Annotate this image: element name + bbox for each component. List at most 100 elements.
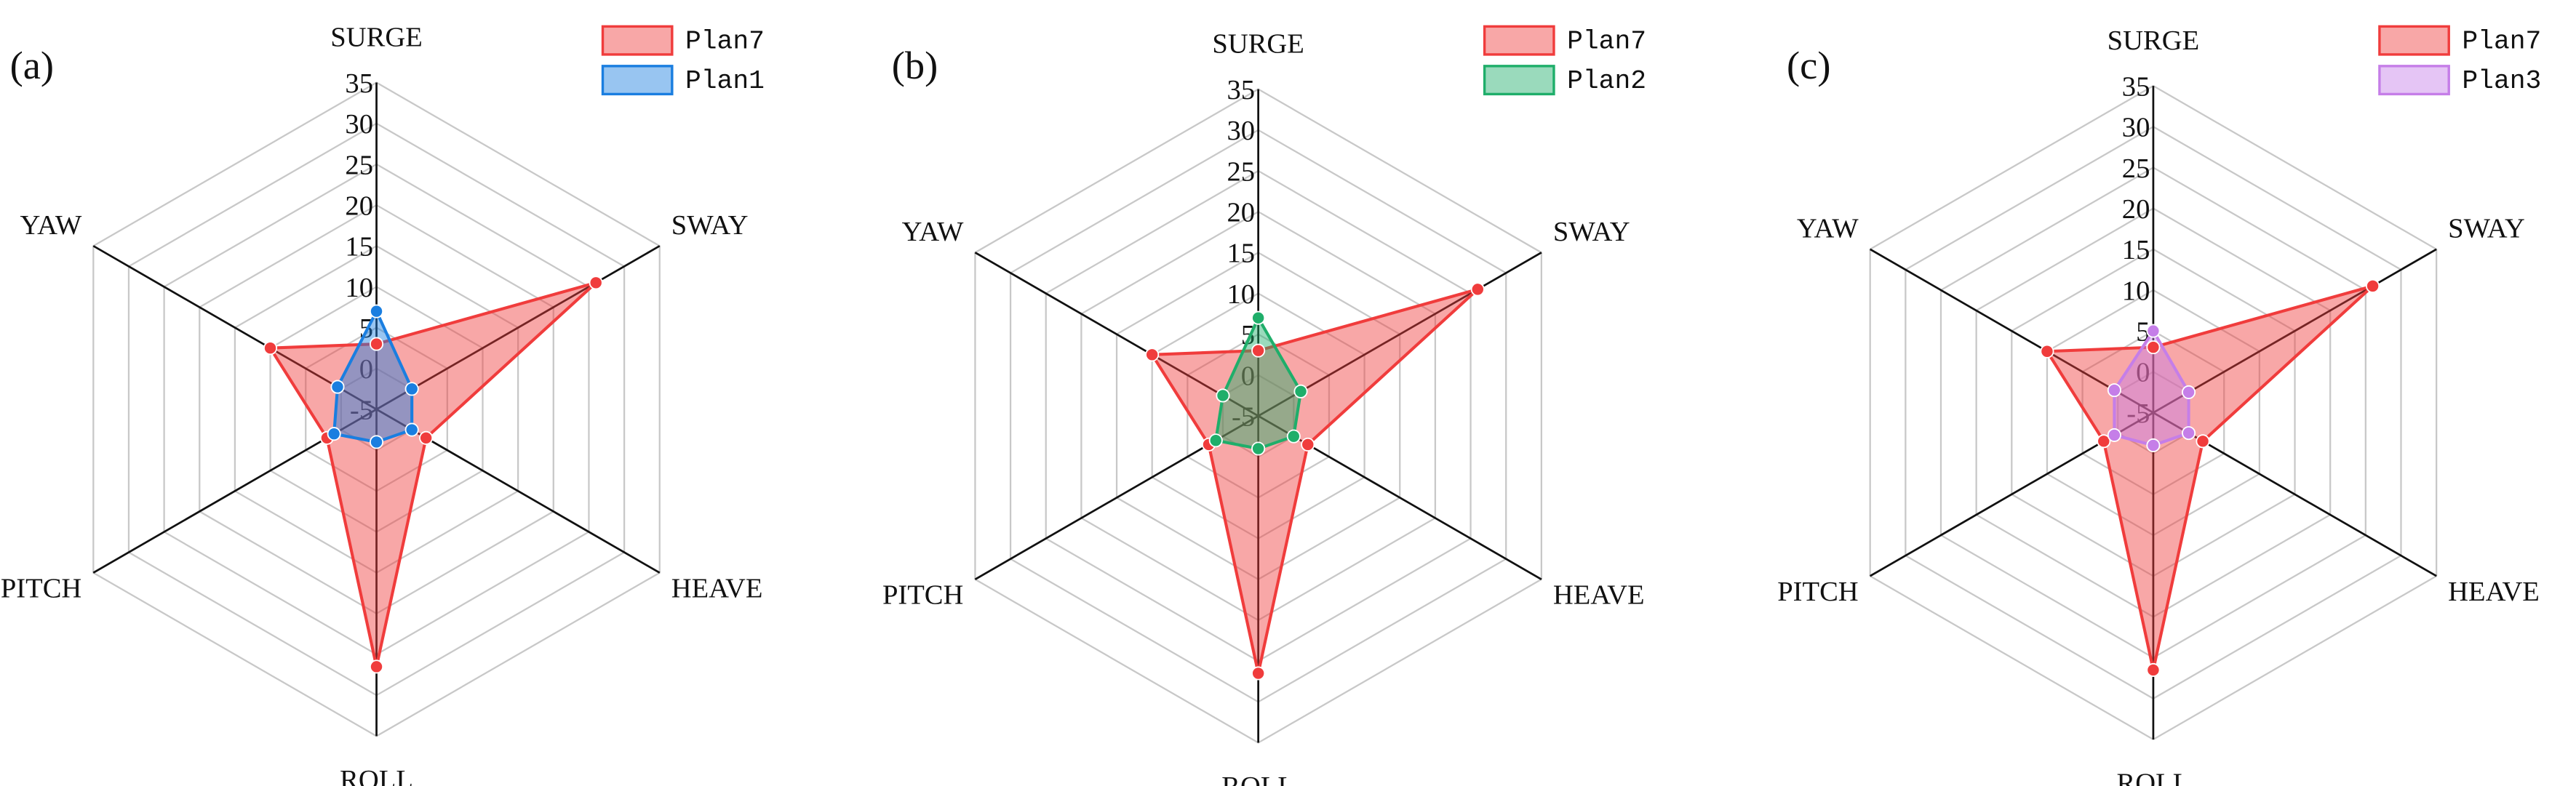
- category-label: SURGE: [1212, 28, 1304, 59]
- radar-panel: (a)SURGESWAYHEAVEROLLPITCHYAW-5051015202…: [1, 22, 765, 786]
- data-point: [330, 380, 345, 394]
- data-point: [2040, 344, 2054, 358]
- axis-line: [92, 245, 378, 411]
- legend-swatch: [601, 25, 674, 56]
- r-tick-label: 10: [1227, 279, 1256, 310]
- r-tick-label: 20: [1227, 198, 1256, 228]
- r-tick-label: 15: [345, 232, 373, 262]
- legend-label: Plan2: [1567, 66, 1646, 96]
- panel-label: (c): [1787, 43, 1830, 87]
- data-point: [1208, 433, 1223, 448]
- legend-label: Plan3: [2462, 66, 2541, 96]
- series-area: [1213, 314, 1303, 451]
- r-tick-label: 35: [345, 68, 373, 99]
- series-area: [267, 281, 597, 667]
- legend-label: Plan7: [2462, 26, 2541, 56]
- data-point: [404, 382, 419, 396]
- r-tick-label: 5: [1241, 320, 1255, 350]
- data-point: [2146, 438, 2161, 452]
- r-tick-label: 35: [2122, 71, 2150, 102]
- category-label: SURGE: [330, 22, 422, 52]
- data-point: [1293, 384, 1308, 398]
- category-label: PITCH: [882, 580, 963, 611]
- data-point: [419, 430, 434, 445]
- data-point: [2107, 383, 2121, 398]
- data-point: [2097, 434, 2111, 449]
- series-area: [1149, 287, 1479, 674]
- r-tick-label: 15: [2122, 235, 2150, 265]
- data-point: [1251, 666, 1266, 681]
- legend-swatch: [1483, 65, 1555, 96]
- r-tick-label: -5: [1232, 401, 1255, 432]
- data-point: [2366, 278, 2380, 293]
- data-point: [2107, 428, 2121, 442]
- category-label: ROLL: [1221, 771, 1295, 786]
- data-point: [1251, 441, 1266, 456]
- r-tick-label: 0: [359, 354, 373, 385]
- axis-line: [2153, 248, 2437, 414]
- radar-panel: (b) SURGE SWAY HEAVE ROLL PITCH YAW -5 0 5 10 15 20 2…: [882, 25, 1646, 786]
- category-label: YAW: [902, 217, 964, 247]
- r-tick-label: -5: [350, 395, 373, 425]
- r-tick-label: 30: [2122, 113, 2150, 143]
- data-point: [404, 422, 419, 437]
- category-label: HEAVE: [671, 574, 763, 604]
- series-area: [332, 308, 414, 444]
- r-tick-label: 25: [2122, 153, 2150, 184]
- data-point: [1216, 388, 1230, 403]
- legend-label: Plan7: [685, 26, 765, 56]
- r-tick-label: 10: [2122, 276, 2150, 306]
- data-point: [1286, 429, 1301, 444]
- data-point: [2182, 426, 2196, 441]
- data-point: [1251, 343, 1266, 358]
- category-label: HEAVE: [2448, 577, 2540, 607]
- category-label: PITCH: [1, 574, 81, 604]
- r-tick-label: 30: [345, 109, 373, 140]
- category-label: YAW: [20, 210, 82, 241]
- data-point: [327, 427, 341, 441]
- data-point: [2146, 662, 2161, 677]
- legend-swatch: [601, 65, 674, 96]
- r-tick-label: 0: [2136, 358, 2150, 388]
- data-point: [263, 341, 278, 356]
- data-point: [1251, 310, 1266, 325]
- category-label: SWAY: [1553, 217, 1630, 247]
- axis-line: [1870, 248, 2154, 414]
- legend-swatch: [1483, 25, 1555, 56]
- data-point: [369, 435, 384, 449]
- legend-label: Plan1: [685, 66, 765, 96]
- data-point: [2146, 340, 2161, 355]
- r-tick-label: -5: [2126, 398, 2150, 429]
- r-tick-label: 0: [1241, 361, 1255, 391]
- data-point: [369, 304, 384, 318]
- r-tick-label: 15: [1227, 238, 1256, 269]
- axis-line: [375, 245, 661, 411]
- legend-swatch: [2378, 25, 2450, 56]
- data-point: [589, 276, 603, 290]
- r-tick-label: 30: [1227, 116, 1256, 146]
- legend-label: Plan7: [1567, 26, 1646, 56]
- category-label: YAW: [1797, 214, 1859, 244]
- data-point: [2182, 385, 2196, 399]
- r-tick-label: 35: [1227, 75, 1256, 105]
- r-tick-label: 25: [1227, 156, 1256, 187]
- category-label: SURGE: [2108, 25, 2199, 56]
- category-label: ROLL: [340, 765, 413, 786]
- category-label: HEAVE: [1553, 580, 1645, 611]
- legend-swatch: [2378, 65, 2450, 96]
- r-tick-label: 10: [345, 273, 373, 303]
- radar-panel: (c)SURGESWAYHEAVEROLLPITCHYAW-5051015202…: [1777, 25, 2541, 786]
- data-point: [2146, 324, 2161, 338]
- r-tick-label: 20: [2122, 194, 2150, 225]
- data-point: [1301, 437, 1315, 452]
- data-point: [1470, 282, 1485, 297]
- data-point: [369, 659, 384, 674]
- data-point: [369, 337, 384, 351]
- data-point: [1145, 348, 1160, 362]
- category-label: SWAY: [2448, 214, 2525, 244]
- category-label: PITCH: [1777, 577, 1858, 607]
- category-label: SWAY: [671, 210, 749, 241]
- r-tick-label: 25: [345, 150, 373, 180]
